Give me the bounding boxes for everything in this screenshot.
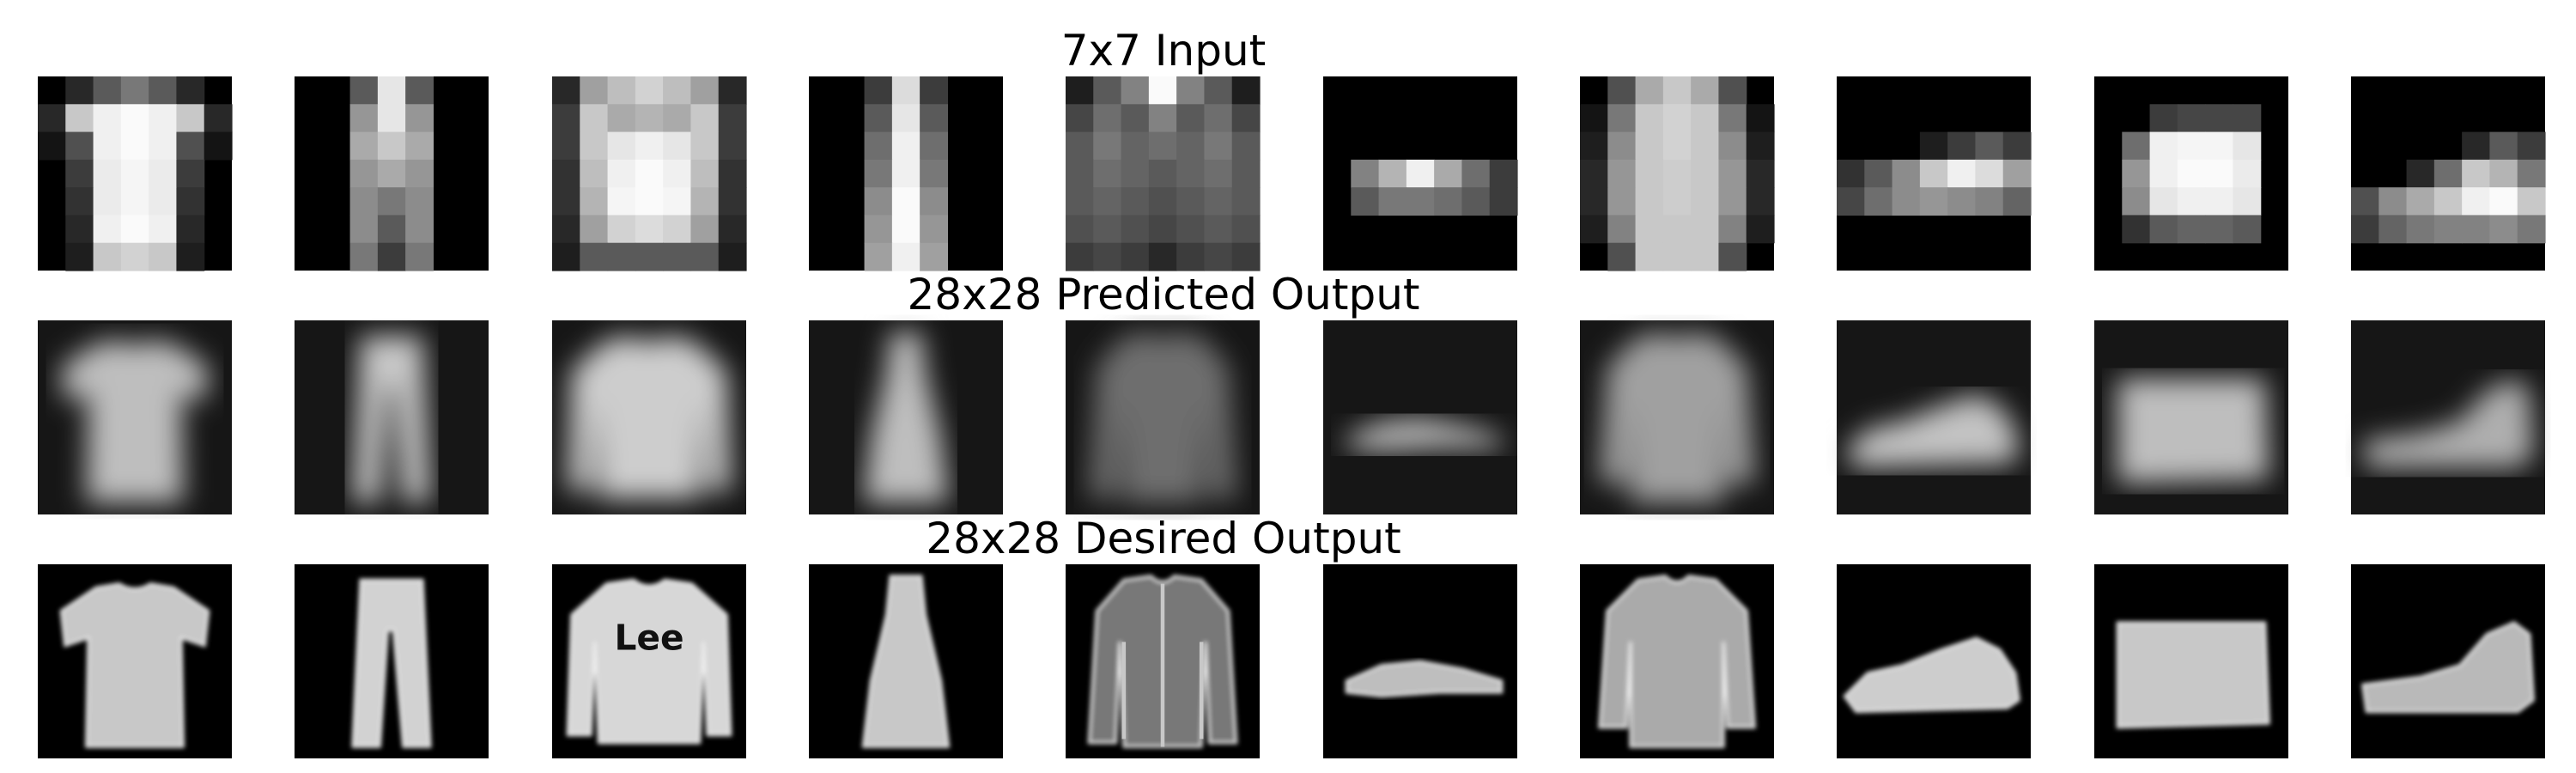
svg-text:Lee: Lee xyxy=(614,617,683,658)
image-panel-r2-c1 xyxy=(295,564,489,758)
row-title-input: 7x7 Input xyxy=(1060,26,1267,76)
image-panel-r0-c5 xyxy=(1323,76,1518,271)
image-panel-r1-c4 xyxy=(1066,320,1260,514)
image-panel-r2-c8 xyxy=(2094,564,2288,758)
image-panel-r1-c3 xyxy=(809,320,1003,514)
image-panel-r2-c4 xyxy=(1066,564,1260,758)
image-panel-r1-c5 xyxy=(1323,320,1517,514)
image-panel-r2-c3 xyxy=(809,564,1003,758)
row-title-desired: 28x28 Desired Output xyxy=(926,514,1401,563)
image-panel-r1-c8 xyxy=(2094,320,2288,514)
image-panel-r2-c7 xyxy=(1837,564,2031,758)
image-panel-r0-c2 xyxy=(552,76,747,271)
row-title-predicted: 28x28 Predicted Output xyxy=(907,270,1420,320)
image-panel-r2-c2: Lee xyxy=(552,564,746,758)
image-panel-r0-c4 xyxy=(1066,76,1261,271)
image-panel-r1-c1 xyxy=(295,320,489,514)
image-panel-r2-c0 xyxy=(38,564,232,758)
image-panel-r1-c0 xyxy=(38,320,232,514)
image-panel-r1-c9 xyxy=(2351,320,2545,514)
image-panel-r1-c6 xyxy=(1580,320,1774,514)
image-panel-r0-c3 xyxy=(809,76,1003,271)
image-panel-r2-c9 xyxy=(2351,564,2545,758)
image-panel-r2-c5 xyxy=(1323,564,1517,758)
image-panel-r0-c6 xyxy=(1580,76,1775,271)
image-panel-r1-c2 xyxy=(552,320,746,514)
image-panel-r0-c0 xyxy=(38,76,233,271)
image-panel-r1-c7 xyxy=(1837,320,2031,514)
image-panel-r0-c1 xyxy=(295,76,489,271)
image-panel-r0-c9 xyxy=(2351,76,2546,271)
image-panel-r0-c8 xyxy=(2094,76,2288,271)
image-panel-r2-c6 xyxy=(1580,564,1774,758)
image-panel-r0-c7 xyxy=(1837,76,2032,271)
